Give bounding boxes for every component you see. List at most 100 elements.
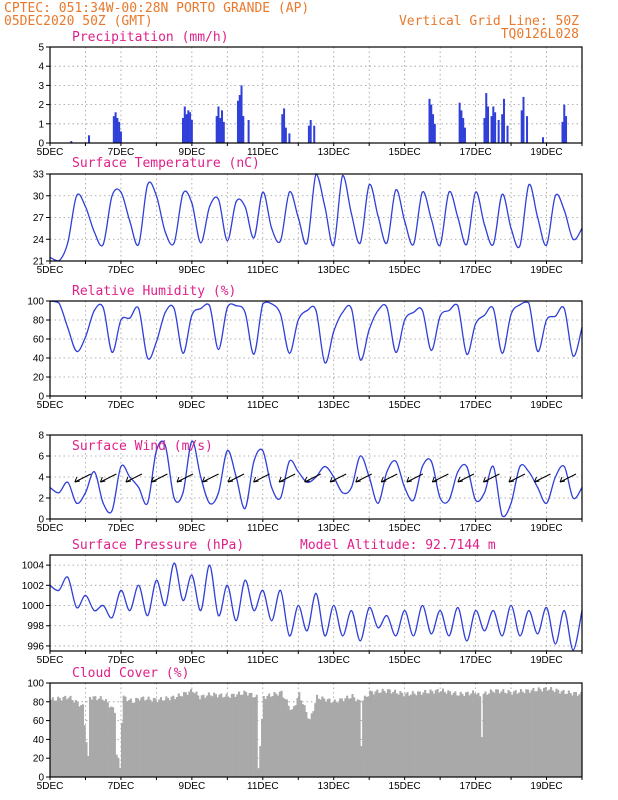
series-point [120,589,122,591]
series-point [146,615,149,617]
cloud-column [489,689,492,777]
cloud-column [294,705,297,777]
series-point [244,206,246,208]
precip-bar [236,100,239,143]
y-tick-label: 40 [33,354,45,365]
x-tick-label: 9DEC [179,147,206,158]
cloud-column [539,689,542,777]
y-tick-label: 5 [38,43,44,54]
cloud-column [569,693,572,777]
series-point [448,499,450,501]
cloud-column [170,696,173,777]
precip-bar [490,116,493,143]
cloud-column [496,689,499,777]
cloud-column [168,700,171,777]
cloud-column [505,693,508,777]
series-point [84,492,87,494]
cloud-column [172,695,175,777]
y-tick-label: 1004 [22,561,45,572]
wind-arrowhead [150,476,157,483]
series-point [439,609,441,612]
y-tick-label: 3 [38,81,44,92]
cloud-column [262,696,265,777]
precip-bar [119,131,122,143]
precip-bar [185,114,188,143]
series-point [111,351,113,353]
panel-pres: 996 998 1000 1002 1004 5DEC 7DEC 9DEC 11DEC 13DEC… [22,538,583,666]
precip-bar [506,125,509,143]
series-point [501,352,503,354]
cloud-column [57,696,60,777]
series-point [129,609,131,612]
series-point [377,502,379,504]
cloud-column [101,699,104,777]
precip-bar [485,93,488,143]
series-point [279,313,282,315]
cloud-column [246,695,249,777]
series-point [475,323,477,325]
panel-cloud: 0 20 40 60 80 100 5DEC 7DEC 9DEC 11DEC 13DEC 15DEC 1… [27,666,583,792]
cloud-column [158,699,161,777]
wind-arrowhead [227,476,234,483]
cloud-column [220,693,223,777]
cloud-column [122,695,125,777]
cloud-column [358,700,361,777]
header-grid-info: Vertical Grid Line: 50Z [399,14,579,29]
series-point [483,314,486,316]
x-tick-label: 15DEC [389,781,421,792]
series-point [395,635,397,637]
series-point [368,476,370,478]
cloud-column [367,696,370,777]
precip-bar [492,106,495,143]
wind-arrowhead [508,476,515,483]
y-tick-label: 0 [38,139,44,150]
series-point [84,206,87,208]
wind-arrowhead [457,476,463,483]
cloud-column [143,700,147,777]
cloud-column [259,746,262,777]
cloud-column [167,698,170,777]
cloud-column [534,691,537,777]
series-point [537,216,539,219]
cloud-column [78,706,81,777]
precip-bar [541,137,544,143]
cloud-column [376,689,379,777]
cloud-column [159,697,163,777]
cloud-column [427,693,430,777]
cloud-column [323,698,326,777]
wind-arrow [74,473,92,483]
cloud-column [106,702,109,777]
precip-bar [288,133,291,143]
series-point [545,606,548,609]
cloud-column [298,692,301,777]
cloud-column [500,691,503,777]
cloud-column [129,698,132,777]
precip-bar [460,110,463,143]
cloud-column [245,692,248,777]
panel-temp: 21 24 27 30 33 5DEC 7DEC 9DEC 11DEC 13DEC 15DEC 17D… [33,156,583,276]
cloud-column [479,696,482,777]
cloud-column [514,690,517,777]
series-point [350,213,353,215]
cloud-column [402,696,405,777]
wind-arrow [176,473,194,483]
x-tick-label: 9DEC [179,400,206,411]
x-tick-label: 7DEC [108,655,135,666]
cloud-column [253,697,257,777]
cloud-column [80,705,83,777]
wind-arrowhead [74,476,80,483]
series-point [200,609,202,612]
y-tick-label: 996 [27,641,44,652]
cloud-column [209,695,212,777]
cloud-column [470,693,473,777]
y-tick-label: 60 [33,335,45,346]
precip-bar [561,121,564,143]
series-point [324,362,326,364]
x-tick-label: 13DEC [318,781,350,792]
cloud-column [431,691,434,777]
wind-arrowhead [202,476,208,483]
cloud-column [379,692,382,777]
series-point [572,238,574,240]
